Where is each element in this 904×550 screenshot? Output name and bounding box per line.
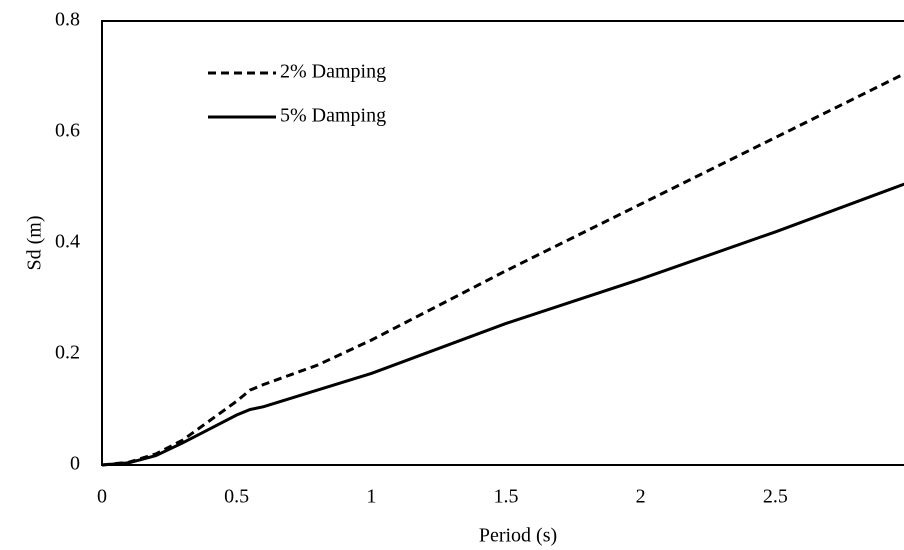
- x-tick-label: 2: [636, 486, 646, 508]
- legend-label: 2% Damping: [280, 61, 386, 83]
- x-tick-label: 0.5: [224, 486, 249, 508]
- page: {"chart_data": {"type": "line", "x_label…: [0, 0, 904, 550]
- series-line: [102, 71, 904, 465]
- chart: Period (s) Sd (m) 0 0.2 0.4 0.6 0.8 0 0.5 1 1.5 2…: [0, 0, 904, 550]
- y-tick-label: 0.2: [55, 342, 80, 364]
- y-axis-label: Sd (m): [24, 216, 46, 271]
- x-tick-label: 1: [366, 486, 376, 508]
- x-axis-label: Period (s): [479, 525, 557, 547]
- x-tick-label: 1.5: [494, 486, 519, 508]
- x-tick-label: 2.5: [763, 486, 788, 508]
- y-tick-label: 0.6: [55, 120, 80, 142]
- y-tick-label: 0: [70, 453, 80, 475]
- series-line: [102, 182, 904, 465]
- plot-frame: [102, 21, 904, 465]
- y-tick-label: 0.8: [55, 9, 80, 31]
- legend-label: 5% Damping: [280, 105, 386, 127]
- y-tick-label: 0.4: [55, 231, 80, 253]
- x-tick-label: 0: [97, 486, 107, 508]
